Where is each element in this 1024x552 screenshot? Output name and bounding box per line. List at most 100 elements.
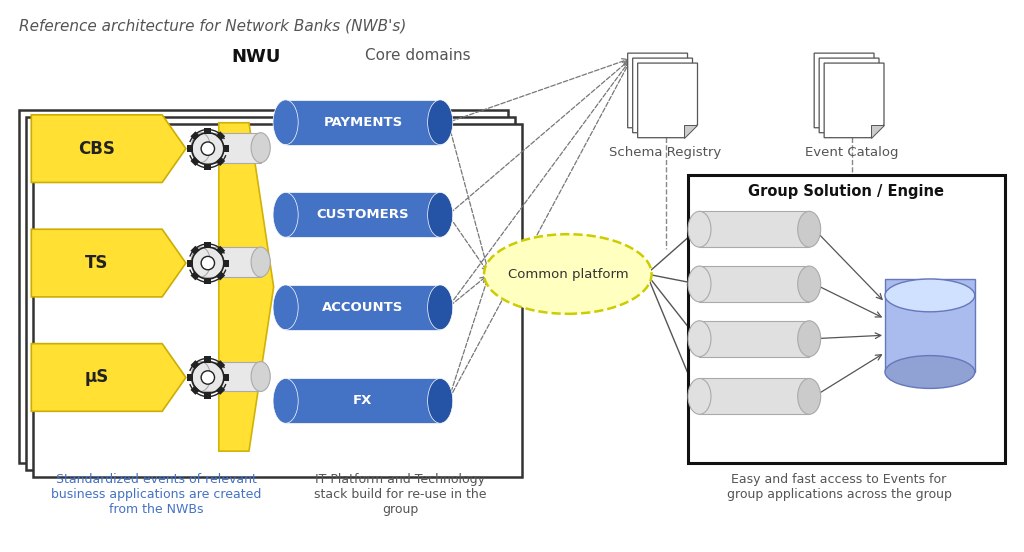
Text: CUSTOMERS: CUSTOMERS — [316, 208, 410, 221]
Bar — [885, 279, 975, 372]
Polygon shape — [684, 125, 697, 137]
Text: μS: μS — [85, 369, 109, 386]
Polygon shape — [633, 58, 692, 132]
Ellipse shape — [191, 247, 210, 277]
Polygon shape — [219, 123, 273, 451]
Ellipse shape — [428, 379, 453, 423]
Text: Easy and fast access to Events for
group applications across the group: Easy and fast access to Events for group… — [727, 473, 951, 501]
Polygon shape — [190, 131, 200, 141]
Ellipse shape — [798, 266, 820, 302]
Text: Core domains: Core domains — [366, 48, 471, 63]
Polygon shape — [870, 125, 884, 137]
Polygon shape — [205, 392, 211, 399]
Circle shape — [201, 256, 215, 270]
Text: Event Catalog: Event Catalog — [805, 146, 899, 158]
Ellipse shape — [191, 362, 210, 391]
Bar — [27, 117, 515, 470]
Polygon shape — [190, 157, 200, 166]
Text: Reference architecture for Network Banks (NWB's): Reference architecture for Network Banks… — [19, 18, 407, 33]
Polygon shape — [223, 374, 229, 381]
Polygon shape — [223, 145, 229, 152]
Polygon shape — [205, 278, 211, 284]
Text: IT Platform and Technology
stack build for re-use in the
group: IT Platform and Technology stack build f… — [314, 473, 486, 516]
Ellipse shape — [273, 285, 298, 330]
Polygon shape — [205, 128, 211, 134]
Polygon shape — [866, 120, 879, 132]
Polygon shape — [205, 163, 211, 169]
Text: FX: FX — [353, 394, 373, 407]
Polygon shape — [679, 120, 692, 132]
Ellipse shape — [688, 211, 711, 247]
Bar — [201, 247, 261, 277]
Polygon shape — [675, 115, 687, 128]
Bar — [201, 132, 261, 163]
Text: NWU: NWU — [231, 48, 281, 66]
Polygon shape — [190, 271, 200, 280]
Bar — [286, 285, 440, 330]
Polygon shape — [186, 259, 193, 267]
Polygon shape — [861, 115, 874, 128]
Circle shape — [201, 371, 215, 384]
Polygon shape — [186, 145, 193, 152]
Polygon shape — [190, 385, 200, 395]
Polygon shape — [824, 63, 884, 137]
Polygon shape — [814, 53, 874, 128]
Polygon shape — [32, 344, 186, 411]
Bar — [286, 193, 440, 237]
Ellipse shape — [273, 100, 298, 145]
Ellipse shape — [885, 355, 975, 389]
Ellipse shape — [484, 234, 651, 314]
Ellipse shape — [251, 362, 270, 391]
Polygon shape — [216, 246, 225, 255]
Polygon shape — [216, 385, 225, 395]
Bar — [19, 110, 508, 463]
Polygon shape — [190, 360, 200, 369]
Ellipse shape — [688, 379, 711, 415]
Polygon shape — [205, 242, 211, 248]
Polygon shape — [32, 229, 186, 297]
Text: Schema Registry: Schema Registry — [609, 146, 722, 158]
Polygon shape — [628, 53, 687, 128]
Ellipse shape — [798, 211, 820, 247]
Ellipse shape — [251, 247, 270, 277]
Text: TS: TS — [85, 254, 109, 272]
Bar — [34, 124, 522, 477]
Ellipse shape — [428, 100, 453, 145]
Polygon shape — [216, 271, 225, 280]
Polygon shape — [819, 58, 879, 132]
Ellipse shape — [273, 193, 298, 237]
Ellipse shape — [251, 132, 270, 163]
Text: CBS: CBS — [78, 140, 115, 158]
Ellipse shape — [428, 285, 453, 330]
Bar — [286, 379, 440, 423]
Bar — [699, 211, 809, 247]
Text: Group Solution / Engine: Group Solution / Engine — [749, 184, 944, 199]
Ellipse shape — [428, 193, 453, 237]
Polygon shape — [32, 115, 186, 183]
Circle shape — [201, 142, 215, 155]
Ellipse shape — [688, 266, 711, 302]
Polygon shape — [186, 374, 193, 381]
Bar — [699, 266, 809, 302]
Polygon shape — [205, 357, 211, 363]
Bar — [286, 100, 440, 145]
Ellipse shape — [191, 132, 210, 163]
Bar — [699, 379, 809, 415]
Text: ACCOUNTS: ACCOUNTS — [323, 301, 403, 314]
Ellipse shape — [885, 279, 975, 312]
Polygon shape — [190, 246, 200, 255]
Bar — [687, 174, 1005, 463]
Polygon shape — [638, 63, 697, 137]
Ellipse shape — [688, 321, 711, 357]
Polygon shape — [216, 360, 225, 369]
Text: Standardized events of relevant
business applications are created
from the NWBs: Standardized events of relevant business… — [51, 473, 261, 516]
Polygon shape — [216, 131, 225, 141]
Text: PAYMENTS: PAYMENTS — [324, 116, 402, 129]
Text: Common platform: Common platform — [508, 268, 628, 280]
Bar — [201, 362, 261, 391]
Polygon shape — [216, 157, 225, 166]
Ellipse shape — [798, 379, 820, 415]
Ellipse shape — [273, 379, 298, 423]
Polygon shape — [223, 259, 229, 267]
Ellipse shape — [798, 321, 820, 357]
